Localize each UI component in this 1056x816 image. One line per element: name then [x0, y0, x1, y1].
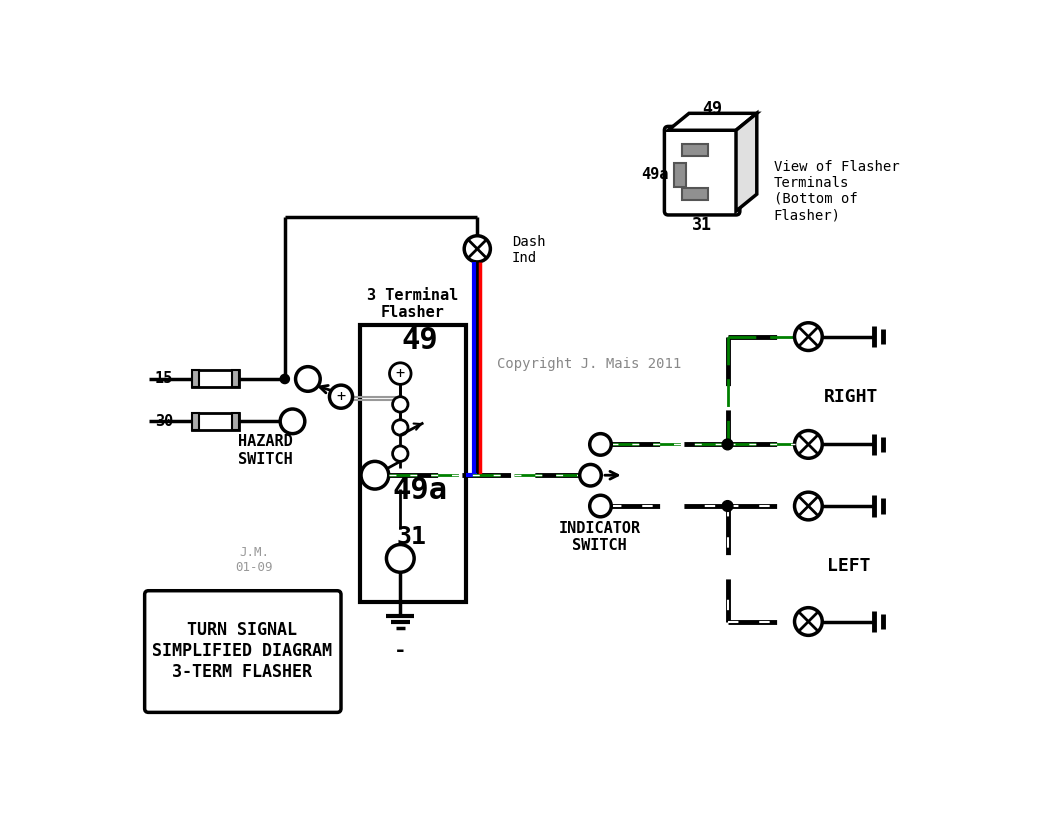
FancyBboxPatch shape [664, 126, 740, 215]
Text: 49a: 49a [392, 476, 447, 505]
Bar [360, 325, 466, 602]
Text: +: + [337, 389, 345, 404]
Text: 49a: 49a [641, 167, 668, 183]
Circle shape [794, 492, 823, 520]
Text: J.M.
01-09: J.M. 01-09 [235, 546, 272, 574]
Text: LEFT: LEFT [828, 557, 871, 575]
Circle shape [589, 433, 611, 455]
Circle shape [589, 495, 611, 517]
Circle shape [390, 363, 411, 384]
Text: TURN SIGNAL
SIMPLIFIED DIAGRAM
3-TERM FLASHER: TURN SIGNAL SIMPLIFIED DIAGRAM 3-TERM FL… [152, 621, 333, 681]
Text: +: + [396, 366, 404, 381]
Text: 49: 49 [401, 326, 438, 355]
Bar [232, 370, 239, 388]
Circle shape [386, 544, 414, 572]
Text: 15: 15 [155, 371, 173, 387]
Text: -: - [394, 641, 407, 661]
Circle shape [393, 419, 408, 435]
Circle shape [393, 397, 408, 412]
Circle shape [296, 366, 320, 392]
Bar [192, 413, 199, 430]
Bar [675, 162, 686, 187]
Text: 31: 31 [397, 525, 427, 549]
Bar [192, 413, 239, 430]
Text: 31: 31 [692, 216, 712, 234]
Text: Dash
Ind: Dash Ind [512, 234, 546, 264]
Circle shape [465, 236, 490, 262]
Bar [232, 413, 239, 430]
Bar [682, 188, 709, 200]
Circle shape [393, 446, 408, 461]
Text: 49: 49 [702, 100, 722, 118]
Polygon shape [736, 113, 757, 211]
Circle shape [329, 385, 353, 408]
FancyBboxPatch shape [145, 591, 341, 712]
Bar [192, 370, 199, 388]
Text: HAZARD
SWITCH: HAZARD SWITCH [239, 434, 293, 467]
Text: 30: 30 [155, 414, 173, 429]
Text: INDICATOR
SWITCH: INDICATOR SWITCH [559, 521, 641, 553]
Circle shape [794, 323, 823, 351]
Circle shape [794, 431, 823, 459]
Circle shape [280, 375, 289, 384]
Circle shape [580, 464, 601, 486]
Text: 3 Terminal
Flasher: 3 Terminal Flasher [367, 288, 458, 321]
Circle shape [794, 608, 823, 636]
Text: RIGHT: RIGHT [824, 388, 878, 406]
Circle shape [722, 501, 733, 512]
Bar [682, 144, 709, 156]
Circle shape [361, 461, 389, 489]
Circle shape [280, 409, 305, 433]
Polygon shape [668, 113, 757, 131]
Text: View of Flasher
Terminals
(Bottom of
Flasher): View of Flasher Terminals (Bottom of Fla… [774, 159, 900, 222]
Text: Copyright J. Mais 2011: Copyright J. Mais 2011 [496, 357, 681, 370]
Circle shape [722, 439, 733, 450]
Bar [192, 370, 239, 388]
